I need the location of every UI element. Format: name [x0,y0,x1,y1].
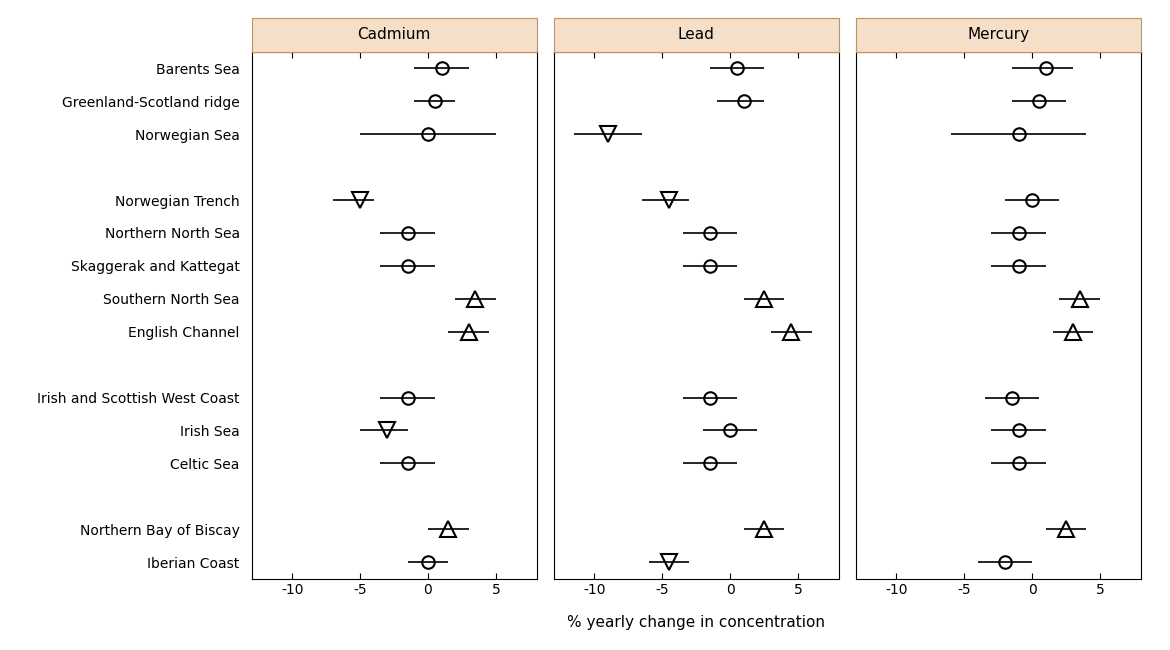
Bar [855,18,1141,52]
Text: Lead: Lead [677,27,715,42]
Text: Mercury: Mercury [968,27,1030,42]
Bar [252,18,537,52]
Text: Cadmium: Cadmium [357,27,431,42]
Bar [553,18,839,52]
Text: % yearly change in concentration: % yearly change in concentration [567,616,825,630]
